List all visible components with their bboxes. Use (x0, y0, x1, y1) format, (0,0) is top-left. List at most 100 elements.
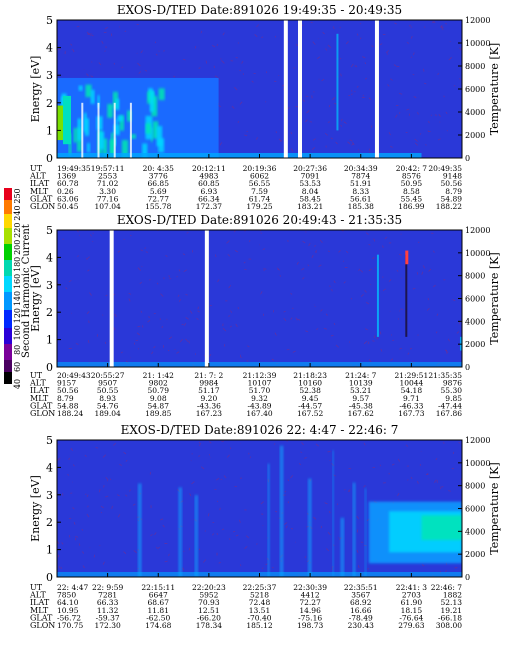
noise-speck (417, 241, 420, 243)
colorbar-tick-label: 140 (13, 291, 22, 306)
noise-speck (456, 331, 460, 334)
table-cell: 22:46: 7 (431, 583, 463, 592)
noise-speck (198, 548, 201, 551)
table-cell: 11.32 (97, 606, 119, 615)
noise-speck (228, 284, 232, 289)
colorbar-label: Second Harmonic Current (21, 224, 32, 358)
y2-tick-label: 0 (465, 154, 470, 163)
noise-speck (162, 524, 165, 528)
table-cell: 22: 4:47 (57, 583, 89, 592)
noise-speck (305, 231, 307, 233)
noise-speck (104, 341, 107, 344)
table-cell: 21:12:39 (243, 371, 277, 380)
noise-speck (315, 251, 317, 253)
noise-speck (106, 480, 109, 482)
table-cell: -66.20 (197, 613, 221, 622)
noise-speck (125, 459, 128, 462)
noise-speck (241, 61, 244, 64)
noise-speck (305, 119, 308, 123)
table-cell: 9507 (98, 379, 117, 388)
noise-speck (186, 232, 189, 234)
noise-speck (321, 78, 325, 82)
spike (352, 482, 356, 577)
noise-speck (387, 84, 390, 87)
noise-speck (173, 75, 176, 78)
noise-speck (422, 265, 426, 269)
table-cell: 51.91 (350, 179, 371, 188)
table-cell: 7281 (98, 591, 117, 600)
table-cell: 5.69 (150, 187, 167, 196)
noise-speck (340, 73, 342, 77)
intensity-patch (117, 115, 123, 122)
noise-speck (397, 458, 400, 462)
noise-speck (314, 245, 316, 247)
intensity-patch (85, 84, 92, 98)
noise-speck (286, 440, 288, 442)
noise-speck (311, 146, 316, 150)
spike (332, 450, 334, 577)
noise-speck (182, 567, 185, 571)
spike (405, 254, 408, 337)
table-cell: 20:55:27 (91, 371, 125, 380)
y-tick-label: 4 (46, 42, 53, 55)
noise-speck (273, 443, 276, 445)
table-cell: 9.71 (403, 394, 420, 403)
noise-speck (324, 502, 328, 505)
noise-speck (251, 80, 254, 83)
table-cell: 6647 (149, 591, 168, 600)
noise-speck (365, 232, 369, 235)
noise-speck (349, 139, 353, 142)
noise-speck (428, 120, 430, 124)
noise-speck (356, 85, 359, 88)
noise-speck (89, 292, 92, 296)
table-cell: 20:42: 7 (396, 164, 428, 173)
heatmap-background (57, 230, 462, 367)
noise-speck (452, 451, 455, 454)
y2-tick-label: 12000 (465, 436, 490, 445)
noise-speck (136, 332, 140, 336)
noise-speck (232, 530, 236, 533)
table-cell: 178.34 (196, 621, 222, 630)
intensity-patch (73, 127, 78, 143)
data-gap (283, 20, 288, 158)
noise-speck (87, 505, 89, 508)
noise-speck (433, 479, 437, 483)
table-cell: 185.12 (246, 621, 272, 630)
intensity-patch (145, 123, 151, 134)
noise-speck (293, 67, 295, 69)
noise-speck (390, 145, 393, 148)
table-cell: 1882 (443, 591, 462, 600)
noise-speck (235, 323, 238, 328)
table-cell: 21:18:23 (293, 371, 327, 380)
y2-tick-label: 12000 (465, 226, 490, 235)
noise-speck (435, 457, 438, 461)
noise-speck (76, 25, 80, 28)
noise-speck (437, 138, 441, 141)
noise-speck (356, 515, 360, 519)
noise-speck (355, 65, 358, 68)
table-cell: 9.20 (201, 394, 218, 403)
noise-speck (234, 250, 239, 253)
noise-speck (318, 264, 322, 267)
noise-speck (139, 281, 143, 285)
intensity-patch (149, 90, 155, 113)
noise-speck (145, 251, 149, 253)
noise-speck (359, 37, 362, 40)
noise-speck (117, 514, 121, 518)
noise-speck (164, 560, 168, 563)
noise-speck (385, 50, 389, 54)
noise-speck (102, 454, 107, 458)
noise-speck (397, 492, 400, 497)
noise-speck (247, 345, 250, 348)
noise-speck (216, 500, 219, 503)
noise-speck (137, 325, 141, 328)
noise-speck (380, 348, 383, 352)
table-cell: -46.33 (399, 401, 423, 410)
noise-speck (209, 441, 212, 444)
table-cell: 54.88 (57, 401, 79, 410)
noise-speck (160, 293, 164, 297)
table-cell: -75.16 (298, 613, 322, 622)
spike (194, 495, 198, 577)
noise-speck (301, 267, 305, 271)
noise-speck (200, 466, 205, 470)
